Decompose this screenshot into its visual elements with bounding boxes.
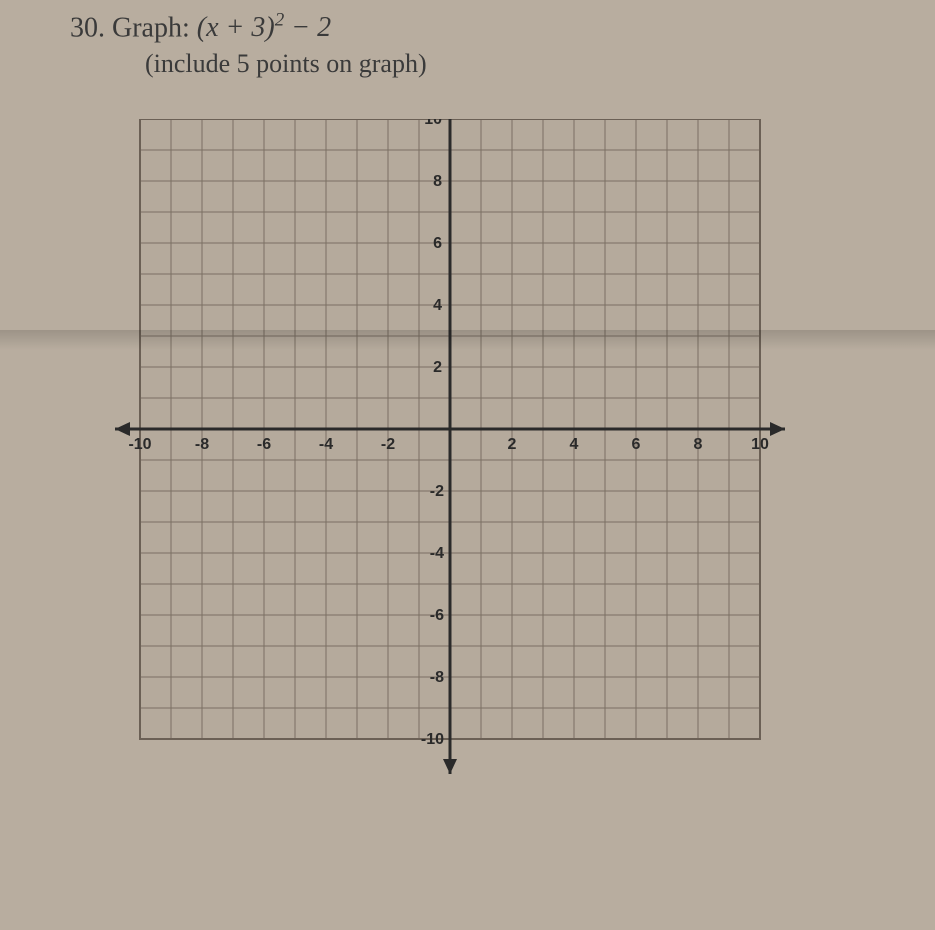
- svg-text:2: 2: [508, 436, 517, 453]
- svg-text:-4: -4: [430, 545, 444, 562]
- svg-text:-6: -6: [430, 607, 444, 624]
- svg-text:-8: -8: [430, 669, 444, 686]
- svg-text:-2: -2: [430, 483, 444, 500]
- svg-text:-10: -10: [128, 436, 151, 453]
- svg-text:4: 4: [570, 436, 579, 453]
- svg-text:-10: -10: [421, 731, 444, 748]
- svg-text:8: 8: [433, 173, 442, 190]
- svg-text:6: 6: [632, 436, 641, 453]
- worksheet-page: 30. Graph: (x + 3)2 − 2 (include 5 point…: [0, 0, 935, 809]
- svg-text:-4: -4: [319, 436, 333, 453]
- svg-text:6: 6: [433, 235, 442, 252]
- question-number: 30.: [70, 12, 105, 43]
- question-label: Graph: (x + 3)2 − 2: [112, 12, 331, 43]
- cartesian-grid: -10 -8 -6 -4 -2 2 4 6 8 10 2 4 6 8 10 -2 -4 -6 -8 -10: [60, 119, 880, 799]
- svg-text:4: 4: [433, 297, 442, 314]
- svg-text:-6: -6: [257, 436, 271, 453]
- svg-text:8: 8: [694, 436, 703, 453]
- svg-text:-2: -2: [381, 436, 395, 453]
- svg-text:10: 10: [424, 119, 442, 128]
- question-header: 30. Graph: (x + 3)2 − 2: [70, 10, 895, 44]
- svg-text:2: 2: [433, 359, 442, 376]
- math-expression: (x + 3)2 − 2: [197, 12, 331, 43]
- svg-text:10: 10: [751, 436, 769, 453]
- question-subtext: (include 5 points on graph): [145, 49, 895, 79]
- graph-container: -10 -8 -6 -4 -2 2 4 6 8 10 2 4 6 8 10 -2 -4 -6 -8 -10: [60, 119, 880, 799]
- svg-text:-8: -8: [195, 436, 209, 453]
